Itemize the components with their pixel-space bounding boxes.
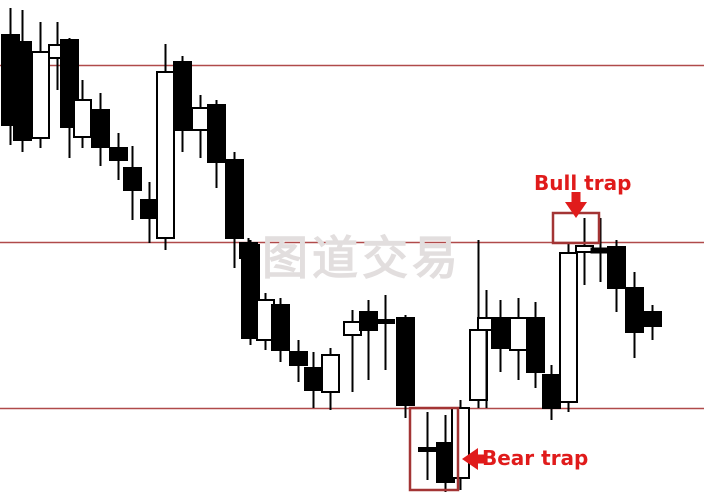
- candle-body-up: [575, 245, 594, 253]
- candle-body-up: [451, 407, 470, 479]
- candlestick: [31, 22, 50, 148]
- candle-body-up: [321, 354, 340, 393]
- candlestick: [173, 56, 192, 152]
- candlestick: [590, 218, 611, 282]
- bull-trap-label: Bull trap: [534, 171, 632, 195]
- candle-body-down: [607, 246, 626, 289]
- candlestick: [396, 315, 415, 418]
- annotations-group: [408, 192, 601, 492]
- candlestick: [109, 133, 128, 180]
- candle-body-down: [491, 317, 510, 349]
- candlestick: [607, 240, 626, 312]
- candle-body-up: [191, 107, 210, 131]
- bear-trap-label: Bear trap: [482, 446, 589, 470]
- candlestick: [225, 152, 244, 268]
- candle-body-up: [559, 252, 578, 403]
- bear-trap-box: [408, 406, 460, 492]
- candle-body-up: [469, 329, 488, 401]
- candle-body-down: [643, 311, 662, 327]
- candlestick: [60, 38, 79, 158]
- candlestick: [241, 240, 260, 345]
- candlestick: [625, 272, 644, 358]
- candle-body-down: [359, 311, 378, 331]
- candle-body-up: [156, 71, 175, 239]
- candle-body-doji: [590, 247, 611, 254]
- candle-body-down: [376, 319, 395, 324]
- candlestick: [343, 310, 362, 392]
- candlestick: [542, 365, 561, 420]
- bear-trap-arrow-icon: [462, 448, 484, 470]
- candlestick: [575, 218, 594, 285]
- candle-body-up: [509, 317, 528, 351]
- candlestick: [643, 305, 662, 340]
- candle-body-down: [173, 61, 192, 131]
- candle-body-down: [109, 147, 128, 161]
- candle-body-down: [241, 244, 260, 339]
- candlestick: [271, 298, 290, 362]
- candlestick: [13, 10, 32, 152]
- candlestick: [321, 348, 340, 410]
- candlestick: [91, 93, 110, 166]
- candlestick: [289, 340, 308, 382]
- candlestick: [559, 243, 578, 412]
- candles-group: [1, 8, 662, 492]
- candle-body-down: [625, 287, 644, 333]
- candle-body-down: [304, 367, 323, 391]
- candle-body-up: [31, 51, 50, 139]
- candle-body-down: [271, 304, 290, 351]
- candlestick: [376, 295, 395, 370]
- candlestick: [304, 352, 323, 408]
- candlestick: [526, 302, 545, 388]
- candle-body-up: [73, 99, 92, 138]
- candlestick: [491, 300, 510, 372]
- candle-body-up: [343, 321, 362, 336]
- candle-body-down: [140, 199, 159, 219]
- candle-body-down: [13, 41, 32, 141]
- candle-body-down: [91, 109, 110, 148]
- candle-body-down: [123, 167, 142, 191]
- candlestick: [140, 182, 159, 243]
- candle-body-down: [526, 317, 545, 373]
- candle-body-down: [207, 104, 226, 163]
- candlestick: [509, 298, 528, 380]
- candlestick: [359, 300, 378, 380]
- candle-body-down: [542, 374, 561, 409]
- candle-body-down: [225, 159, 244, 239]
- candlestick: [191, 95, 210, 158]
- candlestick: [156, 44, 175, 250]
- candlestick: [123, 146, 142, 220]
- candle-body-down: [418, 447, 437, 452]
- candlestick: [451, 400, 470, 490]
- candlestick: [256, 293, 275, 350]
- candlestick: [207, 100, 226, 188]
- candle-body-down: [289, 351, 308, 366]
- candlestick: [418, 412, 437, 480]
- bull-trap-arrow-icon: [565, 192, 587, 218]
- candle-body-down: [396, 317, 415, 406]
